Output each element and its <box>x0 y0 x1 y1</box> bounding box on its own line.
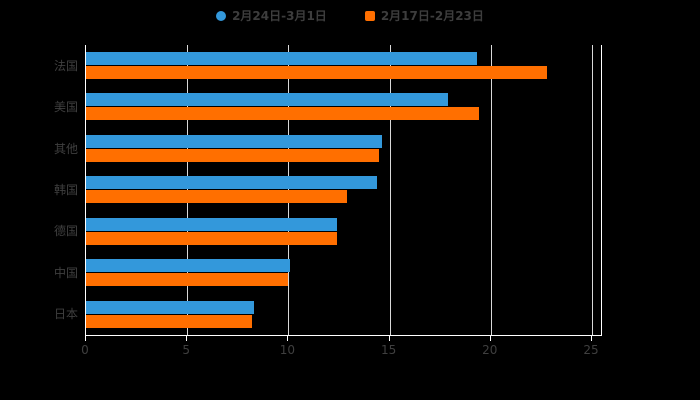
plot-area <box>85 45 602 336</box>
x-axis-tick <box>186 336 188 341</box>
category-label: 德国 <box>53 224 78 239</box>
bar-韩国-series-1 <box>86 190 348 204</box>
bar-德国-series-1 <box>86 231 337 245</box>
category-label: 韩国 <box>53 183 78 197</box>
x-axis-tick <box>489 336 491 341</box>
category-label: 其他 <box>53 141 78 156</box>
chart-legend: 2月24日-3月1日 2月17日-2月23日 <box>0 7 700 24</box>
x-tick-label: 5 <box>182 343 191 357</box>
x-axis-tick <box>287 336 289 341</box>
legend-item-series-1[interactable]: 2月17日-2月23日 <box>364 7 484 24</box>
gridline <box>592 45 593 335</box>
gridline <box>490 45 492 335</box>
legend-label: 2月24日-3月1日 <box>232 9 327 23</box>
bar-中国-series-1 <box>86 273 289 287</box>
x-tick-label: 0 <box>81 343 89 357</box>
gridline <box>187 45 189 335</box>
legend-marker-icon <box>216 10 227 21</box>
bar-韩国-series-0 <box>86 176 378 190</box>
bar-美国-series-1 <box>86 107 479 121</box>
bar-美国-series-0 <box>86 93 449 107</box>
bar-日本-series-1 <box>86 314 252 328</box>
x-tick-label: 25 <box>583 343 599 357</box>
bar-法国-series-1 <box>86 66 548 79</box>
legend-label: 2月17日-2月23日 <box>380 9 484 23</box>
bar-其他-series-1 <box>86 148 380 162</box>
gridline <box>288 45 290 335</box>
x-tick-label: 20 <box>482 343 498 357</box>
gridline <box>389 45 391 335</box>
bar-德国-series-0 <box>86 217 337 231</box>
bar-中国-series-0 <box>86 259 291 273</box>
bar-日本-series-0 <box>86 300 254 314</box>
x-axis-tick <box>388 336 390 341</box>
bar-法国-series-0 <box>86 52 477 65</box>
category-label: 中国 <box>53 265 78 280</box>
category-label: 美国 <box>53 100 78 115</box>
x-axis-tick <box>591 336 592 341</box>
x-tick-label: 15 <box>380 343 397 357</box>
legend-item-series-0[interactable]: 2月24日-3月1日 <box>216 7 327 24</box>
x-axis-tick <box>85 336 86 341</box>
x-tick-label: 10 <box>279 343 296 357</box>
legend-marker-icon <box>364 10 375 21</box>
category-label: 日本 <box>53 307 78 322</box>
bar-其他-series-0 <box>86 134 382 148</box>
category-label: 法国 <box>53 58 78 73</box>
